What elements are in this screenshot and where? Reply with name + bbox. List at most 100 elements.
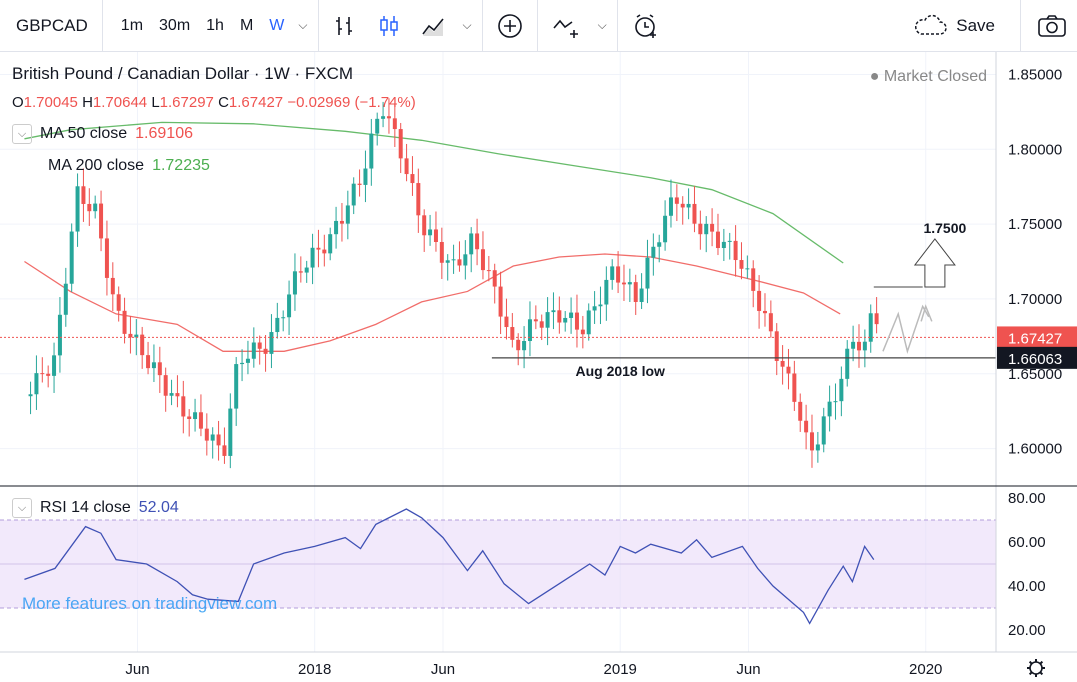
ma200-legend[interactable]: MA 200 close 1.72235 [48,157,210,175]
gear-tooth [1039,660,1044,665]
candle-body [745,268,750,270]
candle-body [445,260,450,263]
candle-body [839,378,844,402]
candle-body [234,364,239,409]
last-price-label: 1.67427 [1008,330,1062,347]
candle-body [657,242,662,247]
candle-body [598,304,603,307]
candle-body [128,333,133,338]
price-tick: 1.80000 [1008,141,1062,158]
candle-body [727,240,732,242]
add-indicator-icon[interactable] [487,0,533,52]
ma200-label: MA 200 close [48,157,145,174]
area-chart-icon[interactable] [411,0,457,52]
candle-body [34,373,39,395]
candle-body [639,288,644,302]
compare-icon[interactable] [542,0,592,52]
candle-body [428,229,433,236]
candle-body [480,249,485,271]
rsi-legend[interactable]: ⌵ RSI 14 close 52.04 [12,498,179,518]
gear-ring [1029,661,1043,675]
candle-body [140,334,145,356]
candle-body [569,312,574,318]
symbol-search[interactable]: GBPCAD [0,0,103,52]
chart-title: British Pound / Canadian Dollar · 1W · F… [12,64,354,83]
candle-body [845,348,850,379]
candle-body [75,186,80,232]
time-tick: Jun [431,661,455,678]
chart-type-dropdown-icon[interactable]: ⌵ [462,18,472,32]
candle-body [645,257,650,289]
candle-body [604,279,609,305]
candle-body [610,266,615,280]
bar-chart-icon[interactable] [323,0,367,52]
save-button[interactable]: Save [912,0,995,52]
candle-body [151,362,156,369]
candle-body [668,197,673,216]
collapse-icon[interactable]: ⌵ [12,124,32,144]
candle-body [674,197,679,204]
candle-body [633,282,638,302]
watermark[interactable]: More features on tradingview.com [22,594,278,613]
timeframe-W[interactable]: W [269,16,285,34]
ma200-value: 1.72235 [152,157,210,174]
candle-body [451,259,456,261]
candle-body [621,282,626,285]
candle-body [46,373,51,376]
timeframe-30m[interactable]: 30m [159,16,191,34]
snapshot-button[interactable] [1020,0,1067,52]
ohlc-readout: O1.70045 H1.70644 L1.67297 C1.67427 −0.0… [12,94,416,111]
candle-body [110,277,115,295]
candle-body [134,334,139,338]
alert-clock-icon[interactable] [622,0,670,52]
price-chart[interactable]: Aug 2018 low 1.7500 1.85000 1.80000 1.75000… [0,52,1077,682]
timeframe-M[interactable]: M [239,16,254,34]
open-label: O [12,94,24,111]
up-arrow-icon [913,238,956,288]
candle-body [492,270,497,287]
rsi-tick: 60.00 [1008,534,1046,551]
candle-body [310,247,315,268]
candles-icon[interactable] [367,0,411,52]
candle-body [116,294,121,311]
settings-gear-icon[interactable] [1027,659,1045,677]
candle-body [281,317,286,319]
compare-dropdown-icon[interactable]: ⌵ [597,18,607,32]
candle-body [715,231,720,249]
timeframe-1m[interactable]: 1m [120,16,144,34]
candle-body [809,432,814,451]
candle-body [422,215,427,236]
timeframe-dropdown-icon[interactable]: ⌵ [298,18,308,32]
candle-body [204,428,209,441]
time-tick: Jun [736,661,760,678]
candle-body [851,341,856,349]
candle-body [363,168,368,185]
candle-body [815,444,820,451]
candle-body [757,290,762,311]
candle-body [533,319,538,322]
candle-body [104,238,109,278]
candle-body [574,312,579,330]
candle-body [339,220,344,224]
candle-body [386,116,391,119]
candle-body [157,362,162,376]
price-tick: 1.60000 [1008,441,1062,458]
candle-body [263,348,268,354]
ma50-legend[interactable]: ⌵ MA 50 close 1.69106 [12,124,193,144]
candle-body [786,366,791,374]
save-label: Save [956,16,995,35]
cloud-icon [915,14,947,35]
candle-body [616,266,621,283]
candle-body [704,223,709,235]
candle-body [63,283,68,315]
candle-body [122,310,127,334]
candle-body [821,416,826,445]
collapse-icon[interactable]: ⌵ [12,498,32,518]
open-value: 1.70045 [23,94,78,111]
candle-body [381,116,386,119]
candle-body [87,203,92,212]
candle-body [586,310,591,335]
timeframe-1h[interactable]: 1h [206,16,224,34]
candle-body [651,246,656,258]
candle-body [298,271,303,273]
